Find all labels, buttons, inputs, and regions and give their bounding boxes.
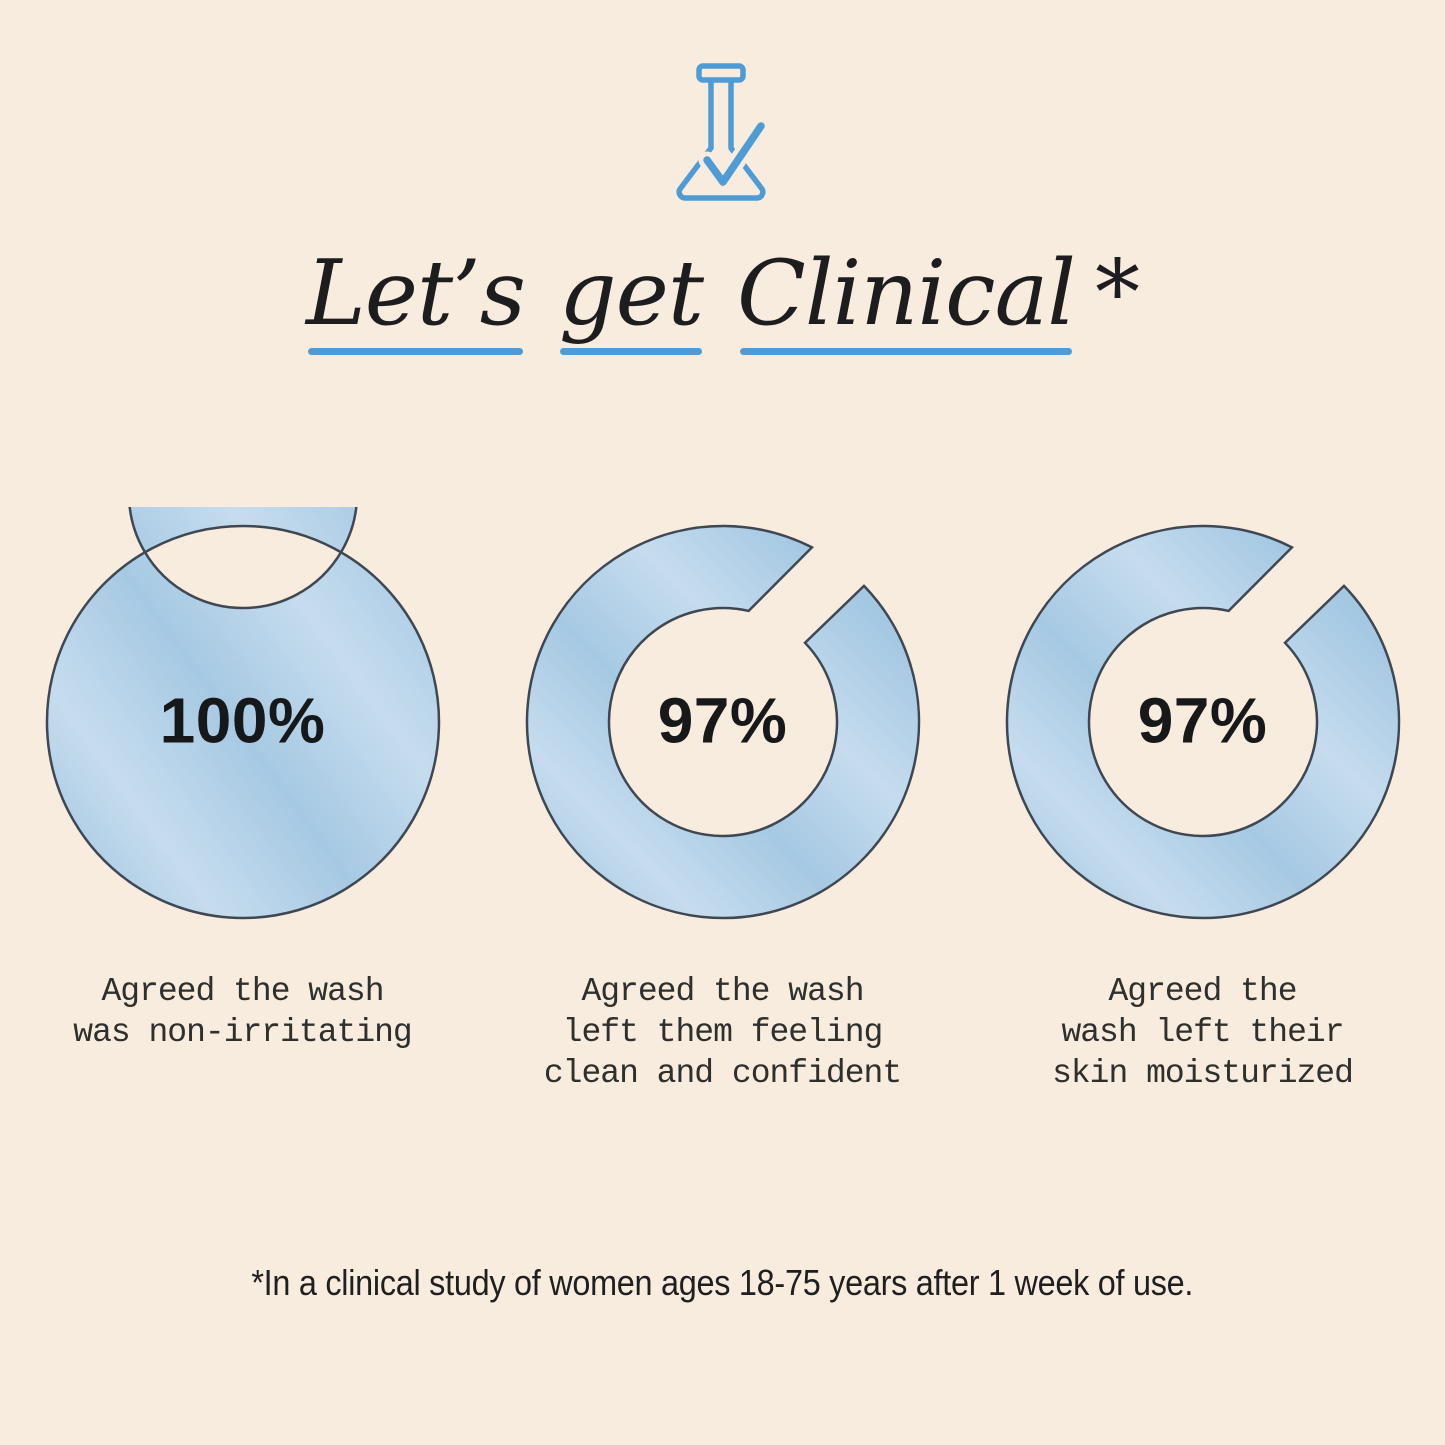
donut-ring-shape bbox=[1005, 525, 1400, 920]
caption-line: clean and confident bbox=[543, 1055, 902, 1093]
flask-lip bbox=[695, 63, 746, 83]
donut-chart-97-b: 97% bbox=[988, 507, 1418, 937]
caption-line: was non-irritating bbox=[73, 1014, 412, 1052]
donut-ring-97-b bbox=[1005, 525, 1400, 920]
donut-chart-100: 100% bbox=[28, 379, 458, 937]
footnote: *In a clinical study of women ages 18-75… bbox=[251, 1262, 1194, 1304]
stat-caption: Agreed the wash was non-irritating bbox=[73, 971, 412, 1053]
caption-line: Agreed the bbox=[1108, 973, 1297, 1011]
stat-column-clean-confident: 97% Agreed the wash left them feeling cl… bbox=[483, 507, 963, 1094]
percent-label: 100% bbox=[159, 684, 326, 757]
donut-ring-shape bbox=[525, 525, 920, 920]
flask-body bbox=[675, 77, 766, 201]
percent-label: 97% bbox=[657, 684, 788, 757]
caption-line: Agreed the wash bbox=[581, 973, 864, 1011]
check-mark bbox=[702, 122, 765, 186]
caption-line: Agreed the wash bbox=[101, 973, 384, 1011]
title-word-lets: Let’s bbox=[305, 241, 526, 355]
percent-label: 97% bbox=[1137, 684, 1268, 757]
title-asterisk: * bbox=[1095, 241, 1140, 346]
donut-chart-97-a: 97% bbox=[508, 507, 938, 937]
caption-line: wash left their bbox=[1061, 1014, 1344, 1052]
beaker-check-icon bbox=[671, 62, 775, 210]
donut-ring-97-a bbox=[525, 525, 920, 920]
page-title: Let’s get Clinical * bbox=[305, 241, 1140, 355]
caption-line: left them feeling bbox=[562, 1014, 884, 1052]
stat-column-non-irritating: 100% Agreed the wash was non-irritating bbox=[3, 379, 483, 1094]
title-word-get: get bbox=[558, 241, 704, 355]
stat-column-moisturized: 97% Agreed the wash left their skin mois… bbox=[963, 507, 1443, 1094]
title-word-clinical: Clinical bbox=[737, 241, 1076, 355]
stat-caption: Agreed the wash left their skin moisturi… bbox=[1052, 971, 1354, 1094]
donut-charts-row: 100% Agreed the wash was non-irritating … bbox=[3, 379, 1443, 1094]
caption-line: skin moisturized bbox=[1052, 1055, 1354, 1093]
stat-caption: Agreed the wash left them feeling clean … bbox=[543, 971, 902, 1094]
